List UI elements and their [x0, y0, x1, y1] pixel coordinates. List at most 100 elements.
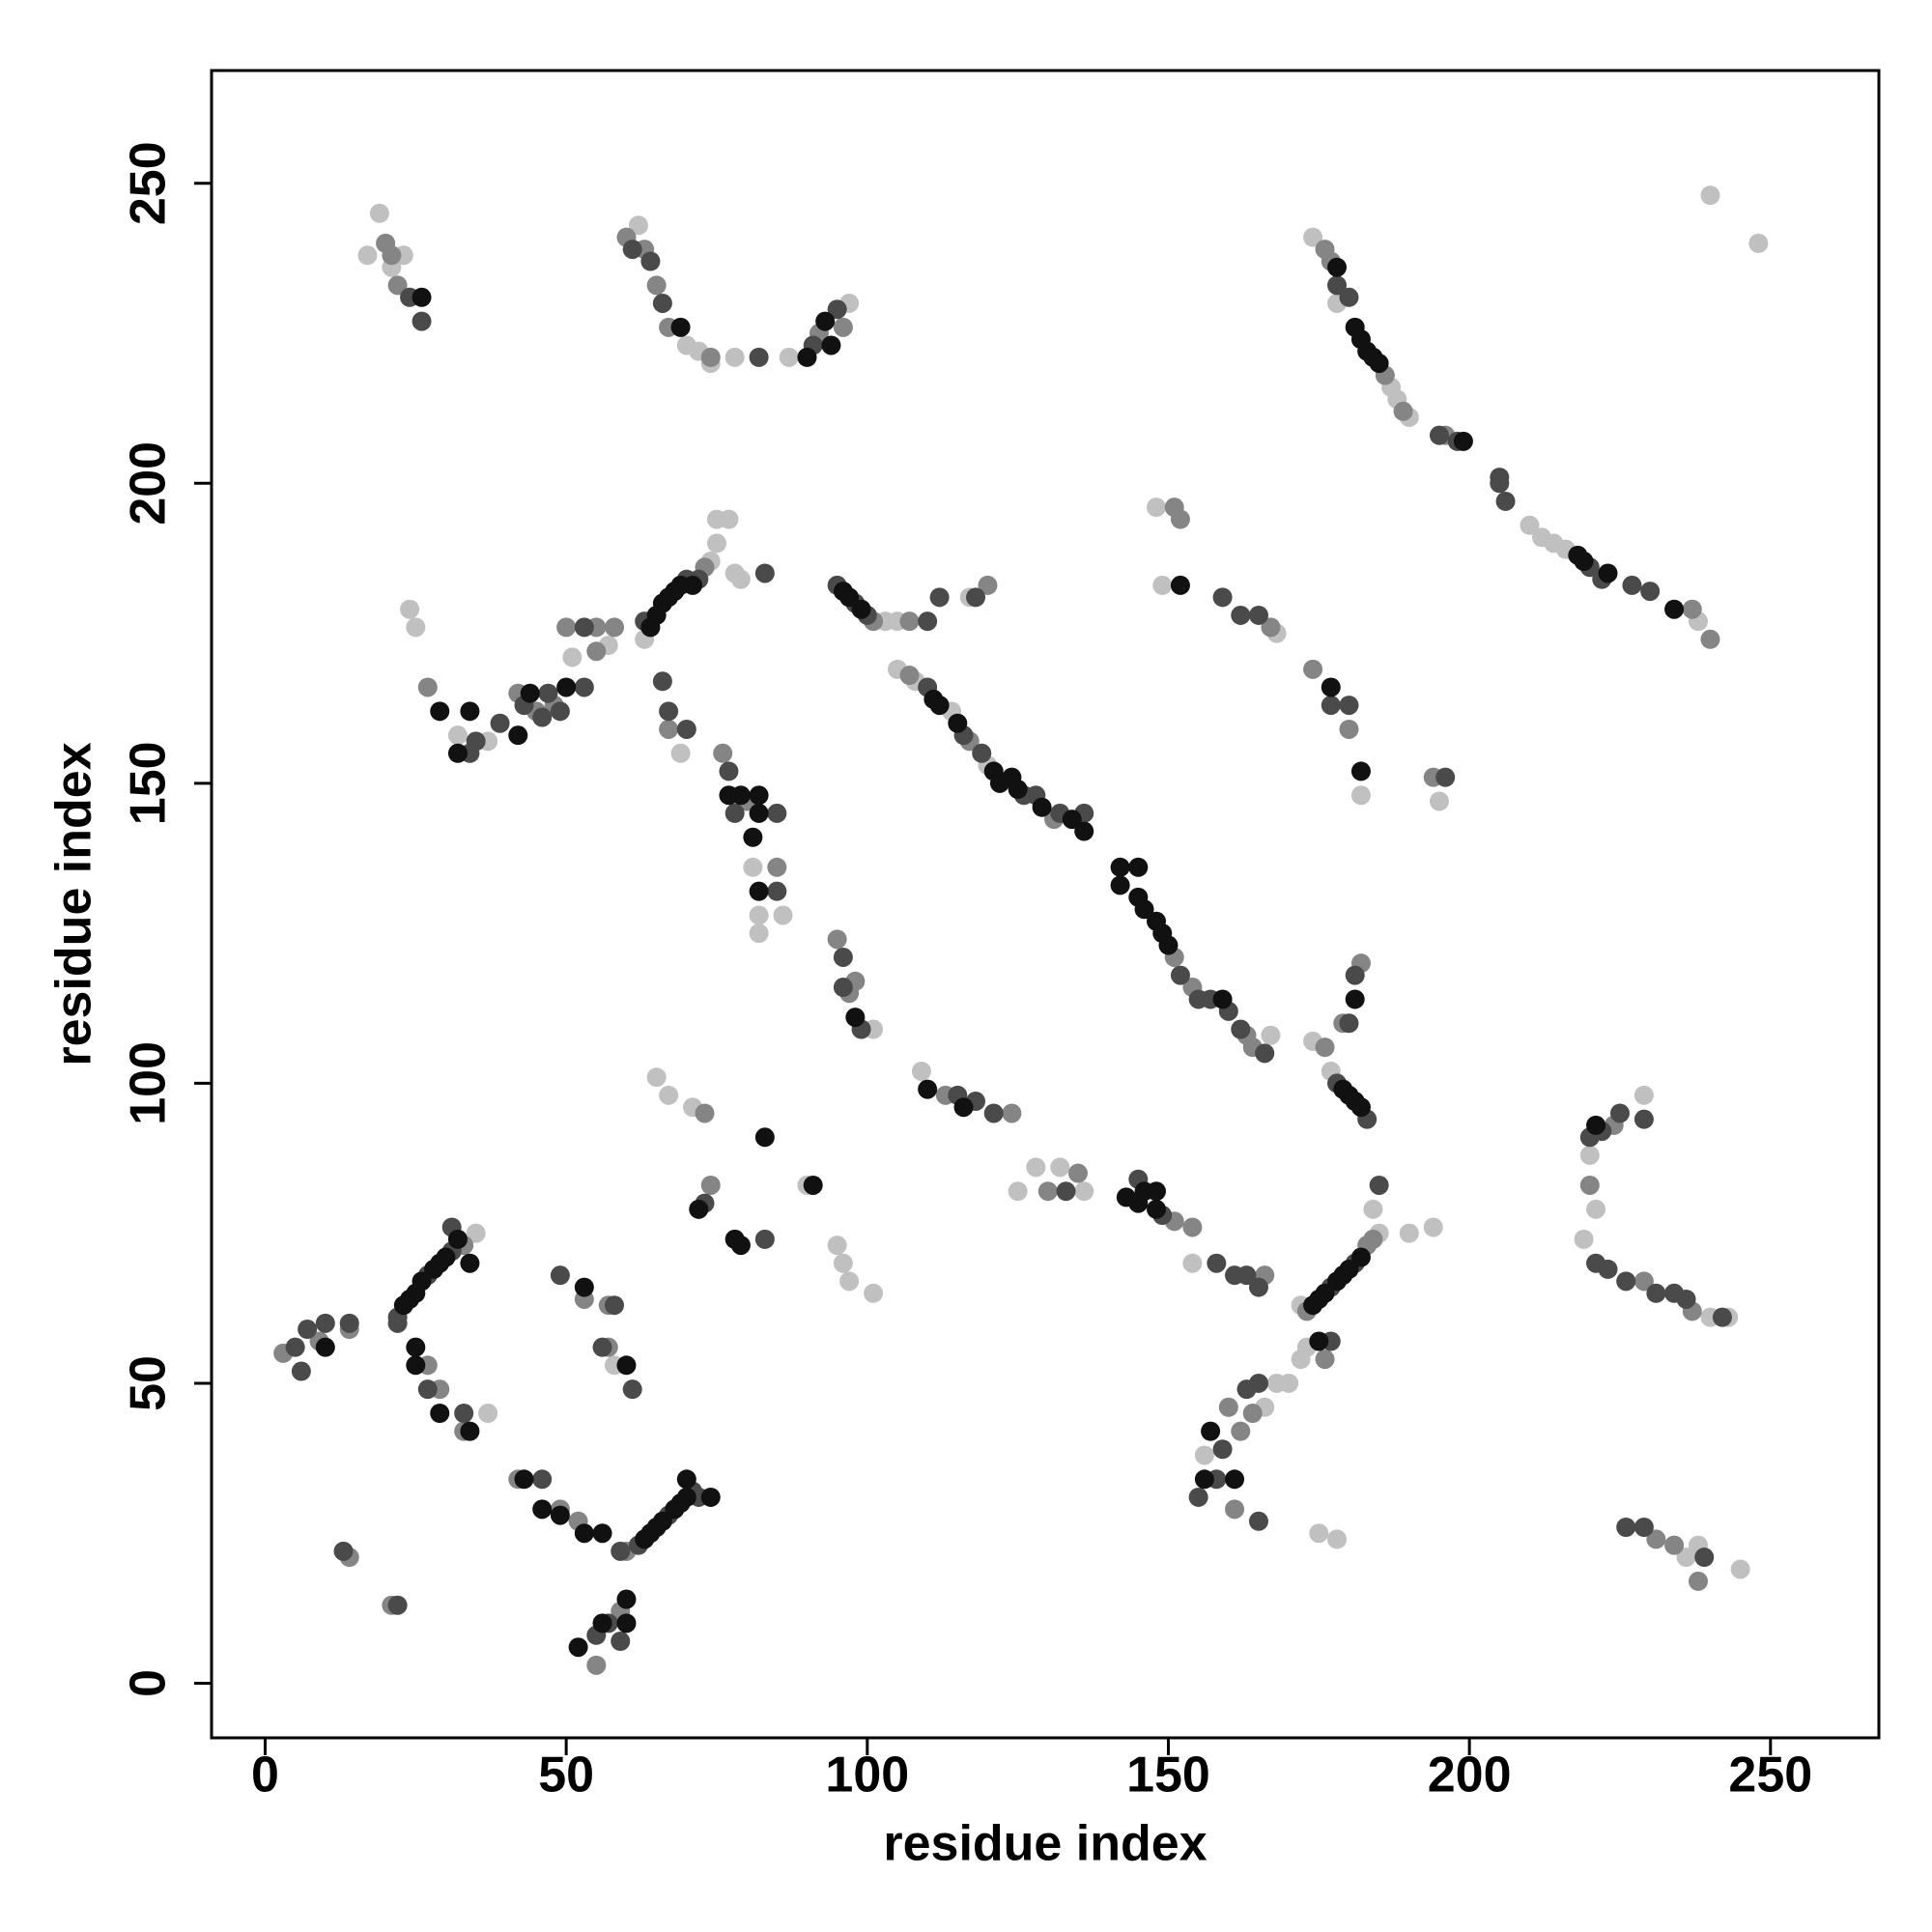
- point: [953, 1097, 974, 1118]
- point: [1074, 1181, 1094, 1202]
- point: [640, 251, 661, 271]
- point: [1700, 185, 1720, 206]
- point: [1242, 1403, 1263, 1423]
- point: [616, 1355, 637, 1376]
- point: [1345, 989, 1365, 1009]
- point: [466, 1223, 486, 1243]
- point: [1008, 780, 1028, 800]
- point: [430, 1403, 450, 1423]
- point: [706, 533, 726, 554]
- point: [646, 275, 667, 296]
- point: [1634, 1109, 1654, 1129]
- point: [1363, 1229, 1383, 1249]
- point: [447, 1229, 468, 1249]
- point: [1194, 1469, 1214, 1490]
- point: [1110, 875, 1130, 895]
- point: [333, 1541, 354, 1561]
- point: [1676, 1548, 1696, 1568]
- point: [387, 1313, 408, 1333]
- point: [670, 317, 691, 337]
- point: [929, 587, 950, 608]
- point: [1598, 563, 1618, 583]
- point: [1128, 857, 1149, 877]
- point: [1586, 1199, 1606, 1219]
- point: [1134, 899, 1154, 920]
- point: [412, 287, 432, 307]
- point: [1170, 509, 1190, 529]
- point: [1694, 1548, 1715, 1568]
- point: [574, 1277, 594, 1297]
- point: [1350, 1247, 1371, 1267]
- point: [1634, 1085, 1654, 1105]
- point: [676, 1469, 696, 1490]
- point: [1520, 515, 1540, 535]
- point: [695, 1103, 715, 1123]
- point: [574, 677, 594, 697]
- point: [911, 1061, 931, 1081]
- point: [754, 1229, 775, 1249]
- point: [966, 587, 986, 608]
- point: [550, 701, 570, 722]
- point: [899, 611, 920, 632]
- y-tick-label: 150: [121, 741, 177, 825]
- point: [568, 1637, 588, 1658]
- point: [1369, 354, 1389, 374]
- point: [1350, 785, 1371, 806]
- point: [1231, 1019, 1251, 1039]
- point: [574, 617, 594, 638]
- point: [460, 1421, 480, 1441]
- point: [1032, 797, 1052, 817]
- point: [357, 245, 378, 266]
- point: [406, 1355, 426, 1376]
- point: [1579, 1145, 1600, 1165]
- point: [652, 293, 672, 313]
- point: [454, 1403, 474, 1423]
- point: [538, 683, 558, 703]
- x-tick-label: 250: [1728, 1747, 1812, 1804]
- x-axis-title: residue index: [883, 1816, 1207, 1872]
- point: [929, 696, 950, 716]
- point: [616, 1613, 637, 1634]
- point: [918, 611, 938, 632]
- plot-frame: [210, 69, 1881, 1740]
- point: [899, 666, 920, 686]
- point: [532, 707, 553, 727]
- point: [1170, 965, 1190, 985]
- point: [556, 677, 577, 697]
- point: [1225, 1499, 1245, 1520]
- point: [864, 1283, 884, 1303]
- point: [1598, 1259, 1618, 1279]
- point: [1682, 599, 1702, 619]
- point: [1212, 1439, 1233, 1460]
- point: [315, 1337, 335, 1357]
- point: [1609, 1103, 1630, 1123]
- point: [574, 1523, 594, 1544]
- point: [1327, 257, 1348, 277]
- point: [689, 1199, 709, 1219]
- point: [1646, 1529, 1666, 1549]
- point: [730, 1236, 751, 1256]
- point: [1067, 1163, 1088, 1183]
- point: [592, 1523, 612, 1544]
- point: [803, 1175, 823, 1195]
- point: [676, 719, 696, 739]
- point: [1453, 431, 1473, 451]
- point: [1616, 1517, 1636, 1537]
- point: [1327, 275, 1348, 296]
- x-tick-label: 150: [1126, 1747, 1210, 1804]
- point: [827, 929, 847, 950]
- point: [1062, 810, 1082, 830]
- point: [1339, 719, 1359, 739]
- point: [773, 905, 793, 925]
- point: [1748, 233, 1769, 253]
- point: [749, 803, 769, 823]
- point: [815, 311, 836, 331]
- point: [827, 299, 847, 320]
- point: [1676, 1289, 1696, 1309]
- point: [797, 347, 817, 367]
- point: [948, 713, 968, 733]
- point: [767, 881, 787, 901]
- point: [1231, 1421, 1251, 1441]
- point: [713, 743, 733, 763]
- point: [983, 1103, 1004, 1123]
